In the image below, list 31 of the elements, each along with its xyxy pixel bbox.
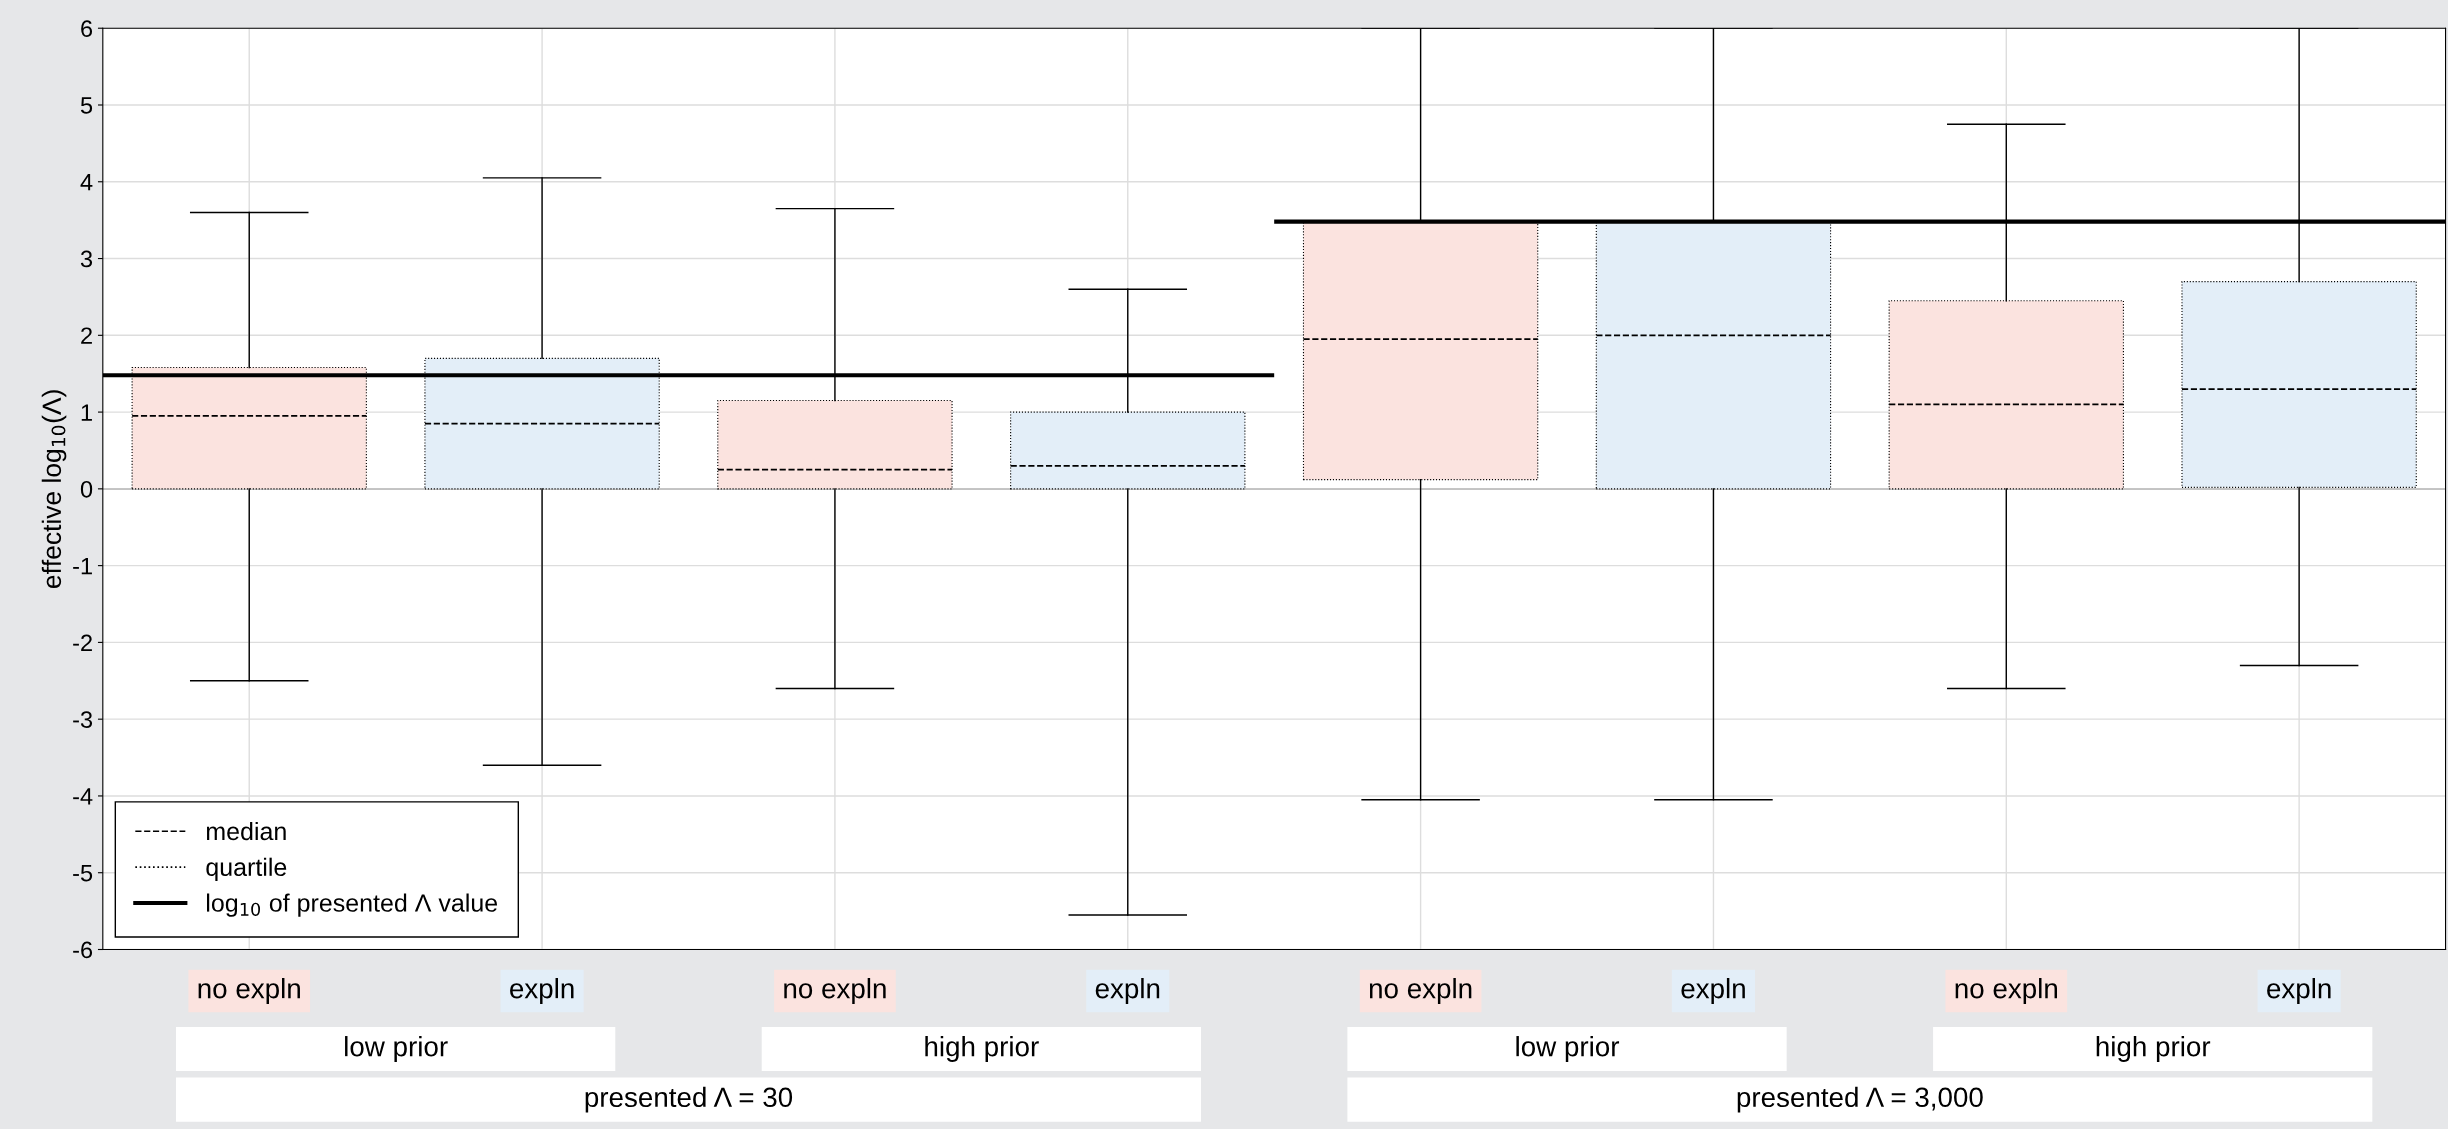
y-tick-label: 5 bbox=[80, 97, 93, 114]
text: low prior bbox=[345, 1036, 448, 1062]
x-tick-label: no expln bbox=[784, 978, 886, 1004]
text: high prior bbox=[2096, 1036, 2211, 1062]
y-tick-label: 3 bbox=[80, 250, 93, 268]
text: high prior bbox=[925, 1036, 1039, 1062]
y-tick-label: 4 bbox=[80, 174, 93, 191]
annotation: quartile bbox=[206, 857, 287, 881]
y-tick-label: -3 bbox=[73, 711, 93, 728]
x-tick-label: no expln bbox=[1369, 978, 1472, 1004]
x-tick-label: no expln bbox=[198, 978, 300, 1004]
y-tick-label: -6 bbox=[73, 941, 93, 959]
y-tick-label: -4 bbox=[73, 788, 93, 805]
annotation: median bbox=[206, 821, 286, 841]
text: presented Λ = 3,000 bbox=[1737, 1086, 1983, 1113]
y-tick-label: 6 bbox=[81, 20, 93, 38]
y-tick-label: 0 bbox=[80, 480, 93, 498]
legend-label: log$_{10}$ of presented Λ value bbox=[207, 893, 498, 917]
x-tick-label: expln bbox=[1095, 978, 1160, 1004]
y-tick-label: -5 bbox=[73, 865, 93, 882]
x-tick-label: expln bbox=[2267, 978, 2331, 1004]
y-tick-label: -1 bbox=[73, 557, 92, 575]
text: presented Λ = 30 bbox=[585, 1086, 793, 1113]
text: low prior bbox=[1516, 1036, 1620, 1062]
y-axis-title: effective log$_{10}$(Λ) bbox=[41, 390, 67, 589]
x-tick-label: no expln bbox=[1955, 978, 2057, 1004]
x-tick-label: expln bbox=[1681, 978, 1745, 1004]
y-tick-label: 1 bbox=[81, 404, 92, 421]
y-tick-label: -2 bbox=[73, 634, 92, 651]
y-tick-label: 2 bbox=[81, 327, 92, 344]
x-tick-label: expln bbox=[510, 978, 574, 1004]
